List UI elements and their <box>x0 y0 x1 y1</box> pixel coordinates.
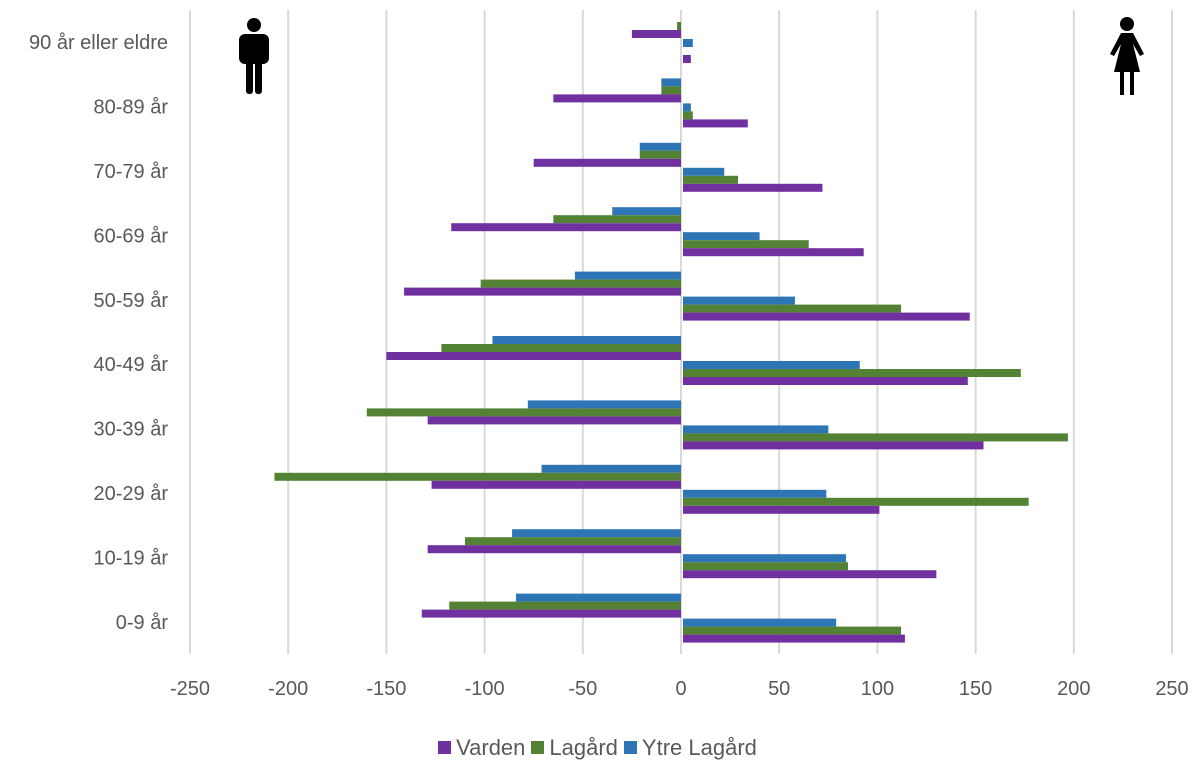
bar-female-ytre-lagård <box>683 554 847 563</box>
legend-item: Ytre Lagård <box>623 735 757 761</box>
category-label: 80-89 år <box>94 97 169 119</box>
category-label: 50-59 år <box>94 290 169 312</box>
bar-male-ytre-lagård <box>527 400 681 409</box>
x-tick-label: 200 <box>1057 678 1090 700</box>
bar-female-ytre-lagård <box>683 39 693 47</box>
bar-female-ytre-lagård <box>683 361 860 369</box>
bar-female-lagård <box>683 626 902 635</box>
bar-male-varden <box>421 609 681 618</box>
bar-male-varden <box>631 30 681 38</box>
bar-female-varden <box>683 248 864 257</box>
bar-female-ytre-lagård <box>683 232 760 241</box>
bar-female-varden <box>683 183 823 192</box>
bar-male-varden <box>553 94 681 103</box>
bars <box>274 22 1068 643</box>
bar-male-ytre-lagård <box>574 271 681 280</box>
legend-swatch <box>531 740 545 754</box>
legend-item: Lagård <box>531 735 618 761</box>
category-label: 20-29 år <box>94 483 169 505</box>
bar-female-lagård <box>683 562 848 571</box>
category-label: 60-69 år <box>94 225 169 247</box>
bar-male-lagård <box>449 601 681 610</box>
category-label: 90 år eller eldre <box>29 32 168 54</box>
bar-male-lagård <box>661 86 681 95</box>
bar-male-lagård <box>639 150 681 159</box>
x-tick-label: -50 <box>568 678 597 700</box>
legend-swatch <box>438 740 452 754</box>
bar-female-lagård <box>683 304 902 313</box>
bar-female-ytre-lagård <box>683 167 725 176</box>
bar-male-lagård <box>441 344 681 352</box>
bar-male-varden <box>451 223 681 232</box>
bar-male-lagård <box>464 537 681 546</box>
bar-male-lagård <box>274 472 681 481</box>
gridlines <box>189 10 1173 654</box>
bar-male-lagård <box>553 215 681 224</box>
category-labels: 0-9 år 10-19 år 20-29 år 30-39 år 40-49 år 50… <box>29 32 168 634</box>
bar-female-lagård <box>683 369 1021 377</box>
legend-label: Ytre Lagård <box>641 735 757 760</box>
legend: Varden Lagård Ytre Lagård <box>0 735 1195 761</box>
bar-male-ytre-lagård <box>516 593 681 602</box>
x-tick-label: -250 <box>170 678 210 700</box>
x-tick-label: 100 <box>861 678 894 700</box>
bar-female-ytre-lagård <box>683 425 829 434</box>
category-label: 70-79 år <box>94 161 169 183</box>
bar-female-varden <box>683 634 905 643</box>
bar-female-lagård <box>683 497 1029 506</box>
bar-male-lagård <box>480 279 681 288</box>
bar-male-ytre-lagård <box>639 142 681 151</box>
bar-female-ytre-lagård <box>683 618 837 627</box>
bar-male-varden <box>404 287 681 296</box>
bar-male-ytre-lagård <box>512 529 681 538</box>
bar-female-varden <box>683 441 984 450</box>
bar-female-lagård <box>683 175 738 184</box>
x-tick-label: 250 <box>1155 678 1188 700</box>
bar-male-lagård <box>677 22 681 30</box>
bar-female-varden <box>683 570 937 579</box>
bar-female-lagård <box>683 111 693 120</box>
bar-male-ytre-lagård <box>492 336 681 344</box>
bar-male-varden <box>386 352 681 360</box>
bar-female-varden <box>683 119 748 128</box>
bar-male-varden <box>431 480 681 489</box>
legend-label: Varden <box>456 735 526 760</box>
bar-male-varden <box>427 545 681 554</box>
bar-female-varden <box>683 505 880 514</box>
male-person-icon <box>239 18 269 94</box>
category-label: 30-39 år <box>94 419 169 441</box>
category-label: 0-9 år <box>116 612 169 634</box>
legend-item: Varden <box>438 735 525 761</box>
x-tick-label: -100 <box>465 678 505 700</box>
bar-female-ytre-lagård <box>683 489 827 498</box>
category-label: 40-49 år <box>94 354 169 376</box>
bar-female-lagård <box>683 433 1068 442</box>
x-tick-label: 50 <box>768 678 790 700</box>
bar-male-lagård <box>366 408 681 417</box>
legend-label: Lagård <box>549 735 618 760</box>
bar-female-varden <box>683 312 970 321</box>
bar-male-ytre-lagård <box>541 464 681 473</box>
bar-female-varden <box>683 55 691 63</box>
bar-male-varden <box>427 416 681 425</box>
x-axis-tick-labels: -250 -200 -150 -100 -50 0 50 100 150 200 250 <box>170 678 1189 700</box>
bar-female-lagård <box>683 240 809 249</box>
x-tick-label: -200 <box>268 678 308 700</box>
female-person-icon <box>1110 17 1144 95</box>
x-tick-label: 150 <box>959 678 992 700</box>
bar-male-ytre-lagård <box>612 207 681 216</box>
bar-male-ytre-lagård <box>661 78 681 87</box>
bar-female-varden <box>683 377 968 385</box>
bar-female-ytre-lagård <box>683 103 691 112</box>
bar-female-ytre-lagård <box>683 296 795 305</box>
x-tick-label: 0 <box>675 678 686 700</box>
category-label: 10-19 år <box>94 547 169 569</box>
x-tick-label: -150 <box>366 678 406 700</box>
bar-male-varden <box>533 158 681 167</box>
legend-swatch <box>623 740 637 754</box>
